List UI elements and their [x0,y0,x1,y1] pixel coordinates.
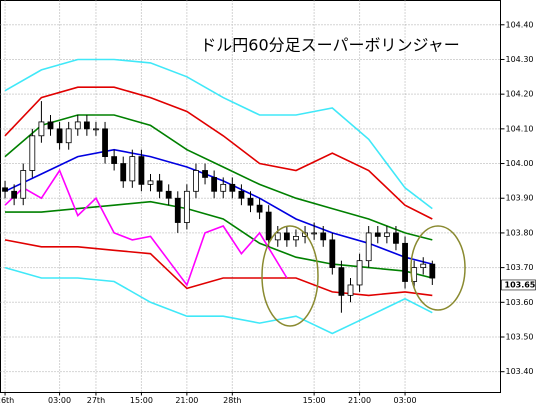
last-price-label: 103.65 [505,280,536,289]
candle-body [93,128,99,131]
band-line [4,168,288,287]
candle-body [374,232,381,237]
candle-body [165,190,172,199]
x-tick-label: 27th [87,396,105,405]
candle-body [338,267,345,296]
y-tick-label: 103.40 [506,367,534,376]
candle-body [247,197,254,206]
x-tick-label: 21:00 [175,396,198,405]
candle-body [138,156,145,185]
candle-body [402,242,408,282]
candle-body [20,170,27,199]
candle-body [229,183,236,192]
y-tick-label: 103.70 [506,263,534,272]
candle-body [193,170,199,192]
highlight-ellipse [410,225,466,311]
candles [2,101,436,313]
candle-body [83,121,90,130]
candle-body [320,232,327,241]
candle-body [311,232,318,235]
highlight-ellipse [261,225,319,327]
candle-body [129,156,136,182]
last-price-box [501,279,536,291]
candle-body [356,260,363,286]
x-tick-label: 26th [0,396,14,405]
band-line [4,58,433,210]
x-tick-label: 21:00 [348,396,371,405]
y-tick-label: 104.30 [506,55,534,64]
y-tick-label: 104.40 [506,20,534,29]
x-tick-label: 15:00 [303,396,326,405]
x-tick-label: 03:00 [48,396,71,405]
y-tick-label: 103.90 [506,194,534,203]
x-tick-label: 28th [223,396,241,405]
y-tick-label: 103.50 [506,332,534,341]
y-tick-label: 104.20 [506,90,534,99]
candle-body [211,177,218,192]
candle-body [120,163,127,182]
band-line [4,266,433,335]
candle-body [329,239,336,269]
candle-body [220,183,227,192]
candle-body [56,128,63,144]
candle-body [38,121,45,137]
candle-body [2,187,8,192]
x-tick-label: 03:00 [394,396,417,405]
x-tick-label: 15:00 [130,396,153,405]
y-tick-label: 104.10 [506,124,534,133]
candle-body [47,121,54,130]
candle-body [11,190,18,199]
candle-body [183,190,190,223]
candle-body [265,211,272,241]
candle-body [202,170,208,178]
candle-body [174,197,181,223]
chart-title: ドル円60分足スーパーボリンジャー [200,36,459,55]
y-tick-label: 103.60 [506,298,534,307]
candle-body [383,232,390,237]
candle-body [111,156,118,164]
candle-body [156,180,163,192]
candle-body [293,235,299,241]
candle-body [347,284,354,296]
candle-body [365,232,372,262]
candle-body [29,135,36,171]
candle-body [65,128,72,144]
candle-body [283,232,290,241]
candle-body [74,121,81,130]
candle-body [420,263,427,269]
y-tick-label: 103.80 [506,228,534,237]
candle-body [102,128,108,158]
y-tick-label: 104.00 [506,159,534,168]
band-line [4,239,433,297]
candle-body [393,232,399,244]
band-line [4,86,433,220]
axes: 103.40 103.50 103.60 103.70 103.80 103.90 104.… [0,20,536,405]
candle-body [274,232,281,241]
candle-body [429,263,436,279]
candle-body [238,190,245,199]
candle-body [147,180,154,185]
candle-body [256,204,263,213]
